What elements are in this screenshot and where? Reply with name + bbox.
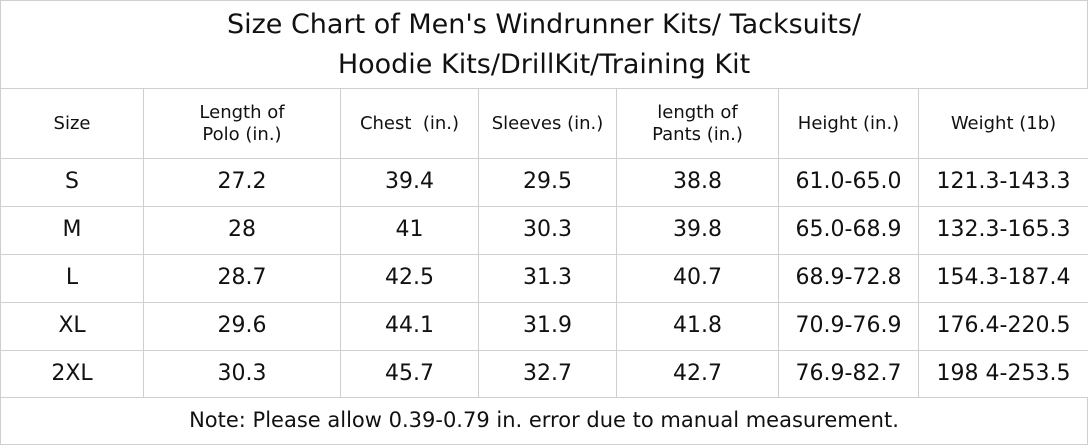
table-cell: 70.9-76.9 [778, 302, 919, 351]
table-cell: 28 [143, 206, 341, 255]
header-cell: Height (in.) [778, 88, 919, 159]
table-cell: 65.0-68.9 [778, 206, 919, 255]
table-cell: XL [0, 302, 144, 351]
cell-text: 31.3 [523, 265, 572, 291]
cell-text: 28.7 [217, 265, 267, 291]
cell-text: 65.0-68.9 [795, 217, 902, 243]
table-cell: 45.7 [340, 350, 479, 398]
header-cell: Sleeves (in.) [478, 88, 617, 159]
cell-text: 2XL [51, 360, 93, 386]
table-cell: 31.9 [478, 302, 617, 351]
header-cell: Length of Polo (in.) [143, 88, 341, 159]
table-cell: 121.3-143.3 [918, 158, 1088, 207]
table-cell: 61.0-65.0 [778, 158, 919, 207]
cell-text: 30.3 [217, 360, 267, 386]
cell-text: 68.9-72.8 [795, 265, 902, 291]
cell-text: 76.9-82.7 [795, 360, 902, 386]
cell-text: 61.0-65.0 [795, 169, 902, 195]
cell-text: 45.7 [385, 360, 434, 386]
table-cell: 176.4-220.5 [918, 302, 1088, 351]
header-cell: Size [0, 88, 144, 159]
cell-text: L [65, 265, 79, 291]
cell-text: 176.4-220.5 [936, 313, 1071, 339]
table-cell: M [0, 206, 144, 255]
title-line: Size Chart of Men's Windrunner Kits/ Tac… [226, 8, 862, 40]
title-cell: Size Chart of Men's Windrunner Kits/ Tac… [0, 0, 1088, 89]
cell-text: 28 [228, 217, 256, 243]
cell-text: 32.7 [523, 360, 572, 386]
table-cell: 30.3 [478, 206, 617, 255]
cell-text: 41.8 [673, 313, 722, 339]
table-cell: 27.2 [143, 158, 341, 207]
table-cell: 39.8 [616, 206, 779, 255]
cell-text: 38.8 [673, 169, 722, 195]
table-cell: 39.4 [340, 158, 479, 207]
header-text: Sleeves (in.) [491, 112, 604, 134]
cell-text: 198 4-253.5 [936, 360, 1071, 386]
title-line: Hoodie Kits/DrillKit/Training Kit [337, 48, 751, 80]
header-text: Length of [199, 101, 285, 123]
table-cell: 28.7 [143, 254, 341, 303]
table-cell: 76.9-82.7 [778, 350, 919, 398]
table-cell: 41.8 [616, 302, 779, 351]
table-cell: 132.3-165.3 [918, 206, 1088, 255]
table-cell: 32.7 [478, 350, 617, 398]
cell-text: S [65, 169, 79, 195]
table-cell: L [0, 254, 144, 303]
table-cell: 40.7 [616, 254, 779, 303]
table-cell: 29.5 [478, 158, 617, 207]
cell-text: 42.5 [385, 265, 434, 291]
cell-text: 30.3 [523, 217, 572, 243]
header-text: Weight (1b) [950, 112, 1057, 134]
table-cell: 38.8 [616, 158, 779, 207]
table-cell: 29.6 [143, 302, 341, 351]
cell-text: 31.9 [523, 313, 572, 339]
cell-text: 121.3-143.3 [936, 169, 1071, 195]
table-cell: 68.9-72.8 [778, 254, 919, 303]
cell-text: 27.2 [217, 169, 267, 195]
cell-text: 44.1 [385, 313, 434, 339]
table-cell: 31.3 [478, 254, 617, 303]
cell-text: 154.3-187.4 [936, 265, 1071, 291]
header-text: Chest (in.) [359, 112, 460, 134]
table-cell: 198 4-253.5 [918, 350, 1088, 398]
cell-text: 39.8 [673, 217, 722, 243]
header-text: Height (in.) [797, 112, 900, 134]
table-cell: 42.5 [340, 254, 479, 303]
cell-text: 29.6 [217, 313, 267, 339]
table-cell: 42.7 [616, 350, 779, 398]
header-text: Pants (in.) [652, 123, 743, 145]
note-cell: Note: Please allow 0.39-0.79 in. error d… [0, 397, 1088, 445]
table-cell: S [0, 158, 144, 207]
cell-text: 39.4 [385, 169, 434, 195]
header-cell: Chest (in.) [340, 88, 479, 159]
header-text: Size [53, 112, 91, 134]
table-cell: 30.3 [143, 350, 341, 398]
cell-text: 132.3-165.3 [936, 217, 1071, 243]
cell-text: 40.7 [673, 265, 722, 291]
header-cell: length of Pants (in.) [616, 88, 779, 159]
cell-text: 29.5 [523, 169, 572, 195]
cell-text: M [62, 217, 82, 243]
cell-text: 41 [395, 217, 424, 243]
table-cell: 2XL [0, 350, 144, 398]
cell-text: 42.7 [673, 360, 722, 386]
note-text: Note: Please allow 0.39-0.79 in. error d… [189, 408, 899, 433]
header-cell: Weight (1b) [918, 88, 1088, 159]
cell-text: 70.9-76.9 [795, 313, 902, 339]
cell-text: XL [58, 313, 86, 339]
header-text: length of [657, 101, 738, 123]
table-cell: 154.3-187.4 [918, 254, 1088, 303]
header-text: Polo (in.) [202, 123, 282, 145]
table-cell: 44.1 [340, 302, 479, 351]
table-cell: 41 [340, 206, 479, 255]
